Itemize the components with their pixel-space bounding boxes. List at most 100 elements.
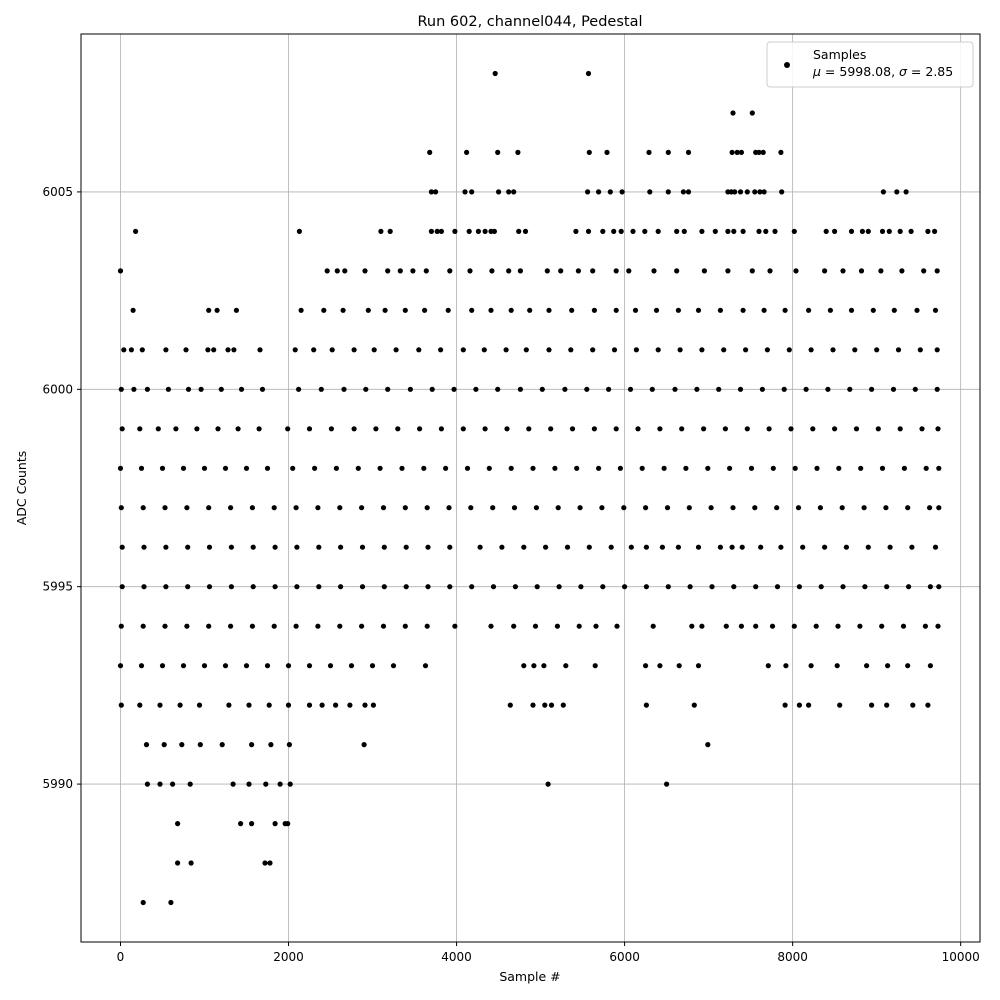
data-point [674,228,680,234]
data-point [590,347,596,353]
data-point [256,426,262,432]
data-point [333,702,339,708]
data-point [643,505,649,511]
data-point [935,623,941,629]
data-point [879,228,886,234]
data-point [738,149,745,155]
data-point [185,584,191,590]
data-point [657,663,663,669]
data-point [672,386,678,392]
data-point [914,307,920,313]
data-point [548,702,555,708]
data-point [905,663,911,669]
data-point [635,426,641,432]
data-point [517,268,524,274]
data-point [157,702,163,708]
data-point [932,544,939,550]
data-point [758,544,764,550]
data-point [613,268,619,274]
data-point [817,505,824,511]
data-point [362,268,368,274]
data-point [334,268,340,274]
data-point [141,544,147,550]
data-point [492,70,498,77]
data-point [782,307,788,313]
data-point [683,465,689,471]
y-tick-label: 5995 [42,580,73,594]
data-point [925,228,931,234]
data-point [499,544,505,550]
data-point [836,465,842,471]
data-point [825,386,831,392]
data-point [752,189,758,195]
data-point [725,268,731,274]
data-point [767,268,773,274]
data-point [333,465,339,471]
data-point [679,426,685,432]
data-point [808,347,814,353]
data-point [791,228,797,234]
data-point [452,228,458,234]
data-point [523,347,529,353]
data-point [695,544,702,550]
data-point [727,465,733,471]
data-point [574,465,580,471]
data-point [118,623,124,629]
data-point [934,268,940,274]
data-point [530,702,536,708]
data-point [886,228,892,234]
data-point [608,544,614,550]
data-point [285,702,292,708]
data-point [140,505,146,511]
data-point [285,663,292,669]
data-point [542,702,548,708]
data-point [847,386,853,392]
data-point [596,189,602,195]
data-point [222,663,229,669]
data-point [359,623,365,629]
data-point [655,347,661,353]
data-point [337,505,343,511]
data-point [782,702,788,708]
data-point [294,584,300,590]
data-point [792,465,798,471]
data-point [813,623,819,629]
data-point [562,386,568,392]
data-point [137,426,143,432]
data-point [188,860,194,866]
data-point [293,505,299,511]
data-point [761,189,767,195]
data-point [159,465,166,471]
data-point [451,386,457,392]
data-point [927,663,934,669]
data-point [585,70,592,77]
data-point [462,189,468,195]
data-point [865,544,871,550]
data-point [402,623,408,629]
data-point [655,228,661,234]
data-point [163,347,169,353]
data-point [827,307,834,313]
data-point [438,228,444,234]
data-point [508,307,514,313]
data-point [546,307,552,313]
data-point [814,465,820,471]
data-point [701,426,707,432]
data-point [716,386,722,392]
data-point [128,347,134,353]
data-point [433,189,439,195]
data-point [793,268,799,274]
data-point [482,426,488,432]
data-point [739,544,745,550]
data-point [272,544,278,550]
data-point [348,663,355,669]
data-point [511,623,517,629]
data-point [285,821,291,827]
data-point [651,268,657,274]
data-point [271,623,277,629]
data-point [935,426,941,432]
data-point [564,544,571,550]
data-point [897,426,903,432]
mu-value: = 5998.08, [821,64,899,79]
